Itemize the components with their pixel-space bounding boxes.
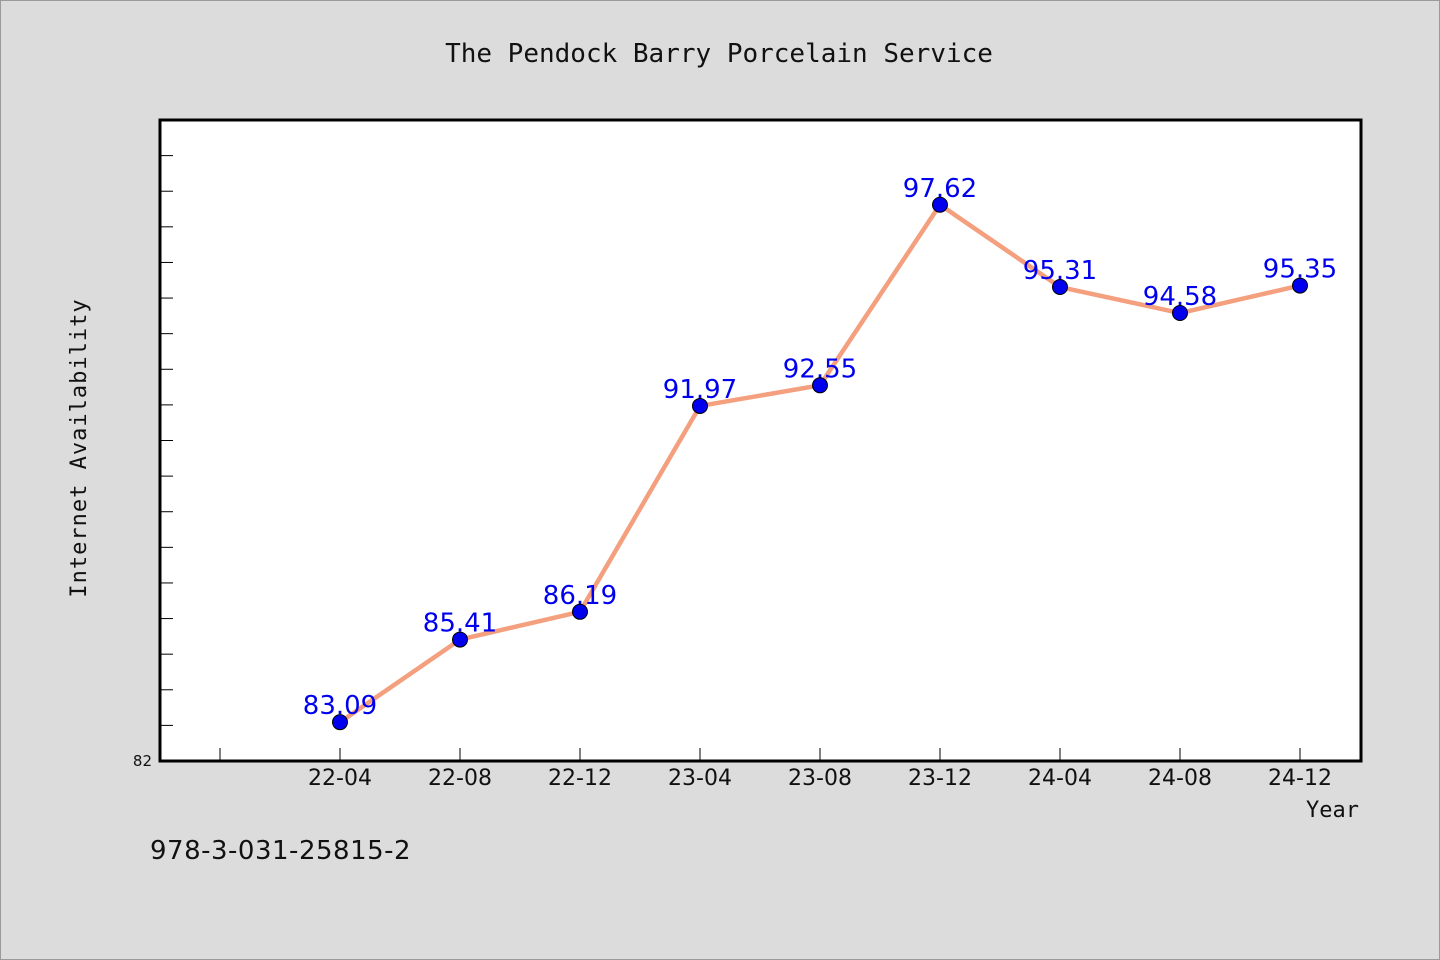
data-point (1172, 305, 1188, 322)
x-tick-label: 22-12 (548, 766, 612, 791)
series-layer: 83.0985.4186.1991.9792.5597.6295.3194.58… (303, 174, 1337, 731)
x-tick-label: 23-08 (788, 766, 852, 791)
isbn-footer: 978-3-031-25815-2 (150, 836, 412, 866)
x-tick-label: 22-04 (308, 766, 372, 791)
data-point (932, 196, 948, 213)
x-axis-label: Year (1306, 798, 1359, 823)
data-point (1052, 279, 1068, 296)
y-axis-label: Internet Availability (67, 298, 92, 597)
plot-area (160, 120, 1361, 761)
y-tick-label: 82 (133, 752, 152, 770)
data-point (332, 714, 348, 731)
x-tick-label: 23-12 (908, 766, 972, 791)
x-tick-label: 23-04 (668, 766, 732, 791)
plot-border (158, 118, 1363, 763)
data-point (452, 631, 468, 648)
y-axis-ticks (160, 155, 173, 726)
x-tick-label: 24-04 (1028, 766, 1092, 791)
chart-title: The Pendock Barry Porcelain Service (445, 39, 993, 69)
data-point (1292, 277, 1308, 294)
data-point (572, 603, 588, 620)
data-point (812, 377, 828, 394)
x-tick-label: 24-12 (1268, 766, 1332, 791)
x-tick-label: 24-08 (1148, 766, 1212, 791)
x-axis-ticks: 22-04 22-08 22-12 23-04 23-08 23-12 24-04 24-08… (219, 748, 1332, 791)
x-tick-label: 22-08 (428, 766, 492, 791)
data-point (692, 397, 708, 414)
